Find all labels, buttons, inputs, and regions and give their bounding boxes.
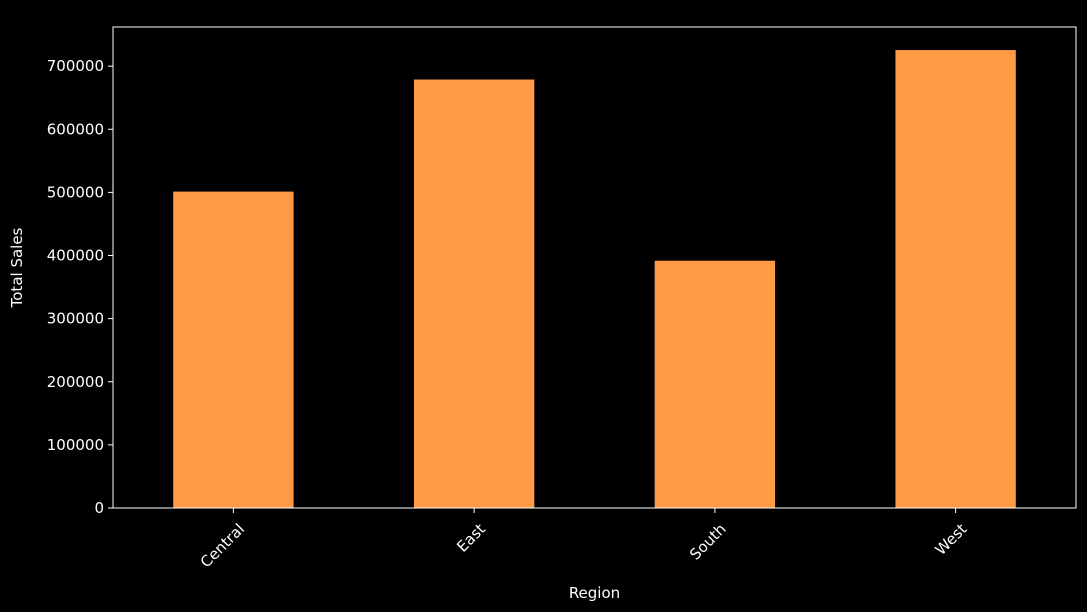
y-tick-label: 500000	[47, 183, 104, 201]
y-tick-label: 700000	[47, 57, 104, 75]
bar-east	[413, 79, 535, 508]
y-tick-label: 0	[94, 499, 104, 517]
bars-group	[173, 50, 1016, 509]
y-tick-label: 200000	[47, 373, 104, 391]
y-axis-ticks: 0 100000 200000 300000 400000 500000 600000 700…	[47, 57, 113, 517]
y-tick-label: 100000	[47, 436, 104, 454]
y-tick-label: 400000	[47, 247, 104, 265]
y-tick-label: 300000	[47, 310, 104, 328]
x-axis-label: Region	[569, 584, 620, 602]
plot-frame	[112, 26, 1077, 509]
bar-west	[895, 50, 1016, 509]
bar-central	[173, 191, 294, 509]
y-axis-label: Total Sales	[8, 227, 26, 308]
bar-south	[654, 260, 776, 508]
y-tick-label: 600000	[47, 120, 104, 138]
